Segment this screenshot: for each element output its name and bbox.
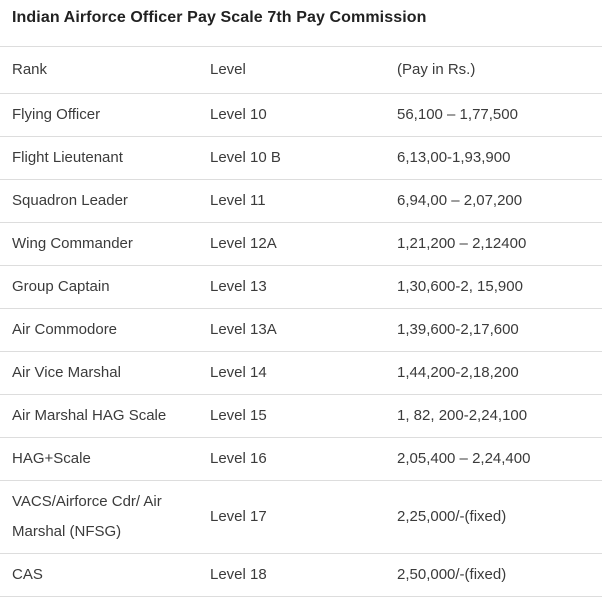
pay-cell: 6,13,00-1,93,900 bbox=[397, 149, 511, 166]
table-row: Flight Lieutenant Level 10 B 6,13,00-1,9… bbox=[0, 137, 602, 180]
level-cell: Level 10 bbox=[210, 106, 267, 123]
pay-scale-table: Rank Level (Pay in Rs.) Flying Officer L… bbox=[0, 46, 602, 597]
rank-cell: VACS/Airforce Cdr/ Air Marshal (NFSG) bbox=[12, 493, 162, 540]
table-row: Group Captain Level 13 1,30,600-2, 15,90… bbox=[0, 266, 602, 309]
level-cell: Level 13A bbox=[210, 321, 277, 338]
level-cell: Level 11 bbox=[210, 192, 266, 209]
pay-cell: 1,44,200-2,18,200 bbox=[397, 364, 519, 381]
rank-cell: Squadron Leader bbox=[12, 192, 128, 209]
table-row: CAS Level 18 2,50,000/-(fixed) bbox=[0, 554, 602, 597]
pay-cell: 1, 82, 200-2,24,100 bbox=[397, 407, 528, 424]
header-rank: Rank bbox=[12, 61, 48, 78]
table-row: Air Marshal HAG Scale Level 15 1, 82, 20… bbox=[0, 395, 602, 438]
level-cell: Level 18 bbox=[210, 566, 267, 583]
level-cell: Level 14 bbox=[210, 364, 267, 381]
level-cell: Level 15 bbox=[210, 407, 267, 424]
level-cell: Level 17 bbox=[210, 508, 267, 525]
pay-cell: 56,100 – 1,77,500 bbox=[397, 106, 518, 123]
rank-cell: Group Captain bbox=[12, 278, 110, 295]
table-row: Air Vice Marshal Level 14 1,44,200-2,18,… bbox=[0, 352, 602, 395]
rank-cell: Wing Commander bbox=[12, 235, 133, 252]
level-cell: Level 10 B bbox=[210, 149, 281, 166]
table-row: Squadron Leader Level 11 6,94,00 – 2,07,… bbox=[0, 180, 602, 223]
rank-cell: Air Marshal HAG Scale bbox=[12, 407, 167, 424]
page-title: Indian Airforce Officer Pay Scale 7th Pa… bbox=[12, 9, 427, 26]
table-row: VACS/Airforce Cdr/ Air Marshal (NFSG) Le… bbox=[0, 481, 602, 554]
rank-cell: Flight Lieutenant bbox=[12, 149, 123, 166]
pay-cell: 2,05,400 – 2,24,400 bbox=[397, 450, 531, 467]
pay-cell: 1,21,200 – 2,12400 bbox=[397, 235, 527, 252]
table-header-row: Rank Level (Pay in Rs.) bbox=[0, 46, 602, 94]
pay-cell: 6,94,00 – 2,07,200 bbox=[397, 192, 523, 209]
rank-cell: Air Commodore bbox=[12, 321, 118, 338]
level-cell: Level 13 bbox=[210, 278, 267, 295]
header-level: Level bbox=[210, 61, 246, 78]
level-cell: Level 12A bbox=[210, 235, 277, 252]
rank-cell: CAS bbox=[12, 566, 43, 583]
rank-cell: Air Vice Marshal bbox=[12, 364, 121, 381]
rank-cell: Flying Officer bbox=[12, 106, 101, 123]
table-row: Air Commodore Level 13A 1,39,600-2,17,60… bbox=[0, 309, 602, 352]
pay-cell: 1,39,600-2,17,600 bbox=[397, 321, 519, 338]
table-row: Wing Commander Level 12A 1,21,200 – 2,12… bbox=[0, 223, 602, 266]
rank-cell: HAG+Scale bbox=[12, 450, 91, 467]
pay-cell: 2,50,000/-(fixed) bbox=[397, 566, 507, 583]
pay-cell: 2,25,000/-(fixed) bbox=[397, 508, 507, 525]
level-cell: Level 16 bbox=[210, 450, 267, 467]
pay-cell: 1,30,600-2, 15,900 bbox=[397, 278, 523, 295]
header-pay: (Pay in Rs.) bbox=[397, 61, 476, 78]
table-row: HAG+Scale Level 16 2,05,400 – 2,24,400 bbox=[0, 438, 602, 481]
table-row: Flying Officer Level 10 56,100 – 1,77,50… bbox=[0, 94, 602, 137]
